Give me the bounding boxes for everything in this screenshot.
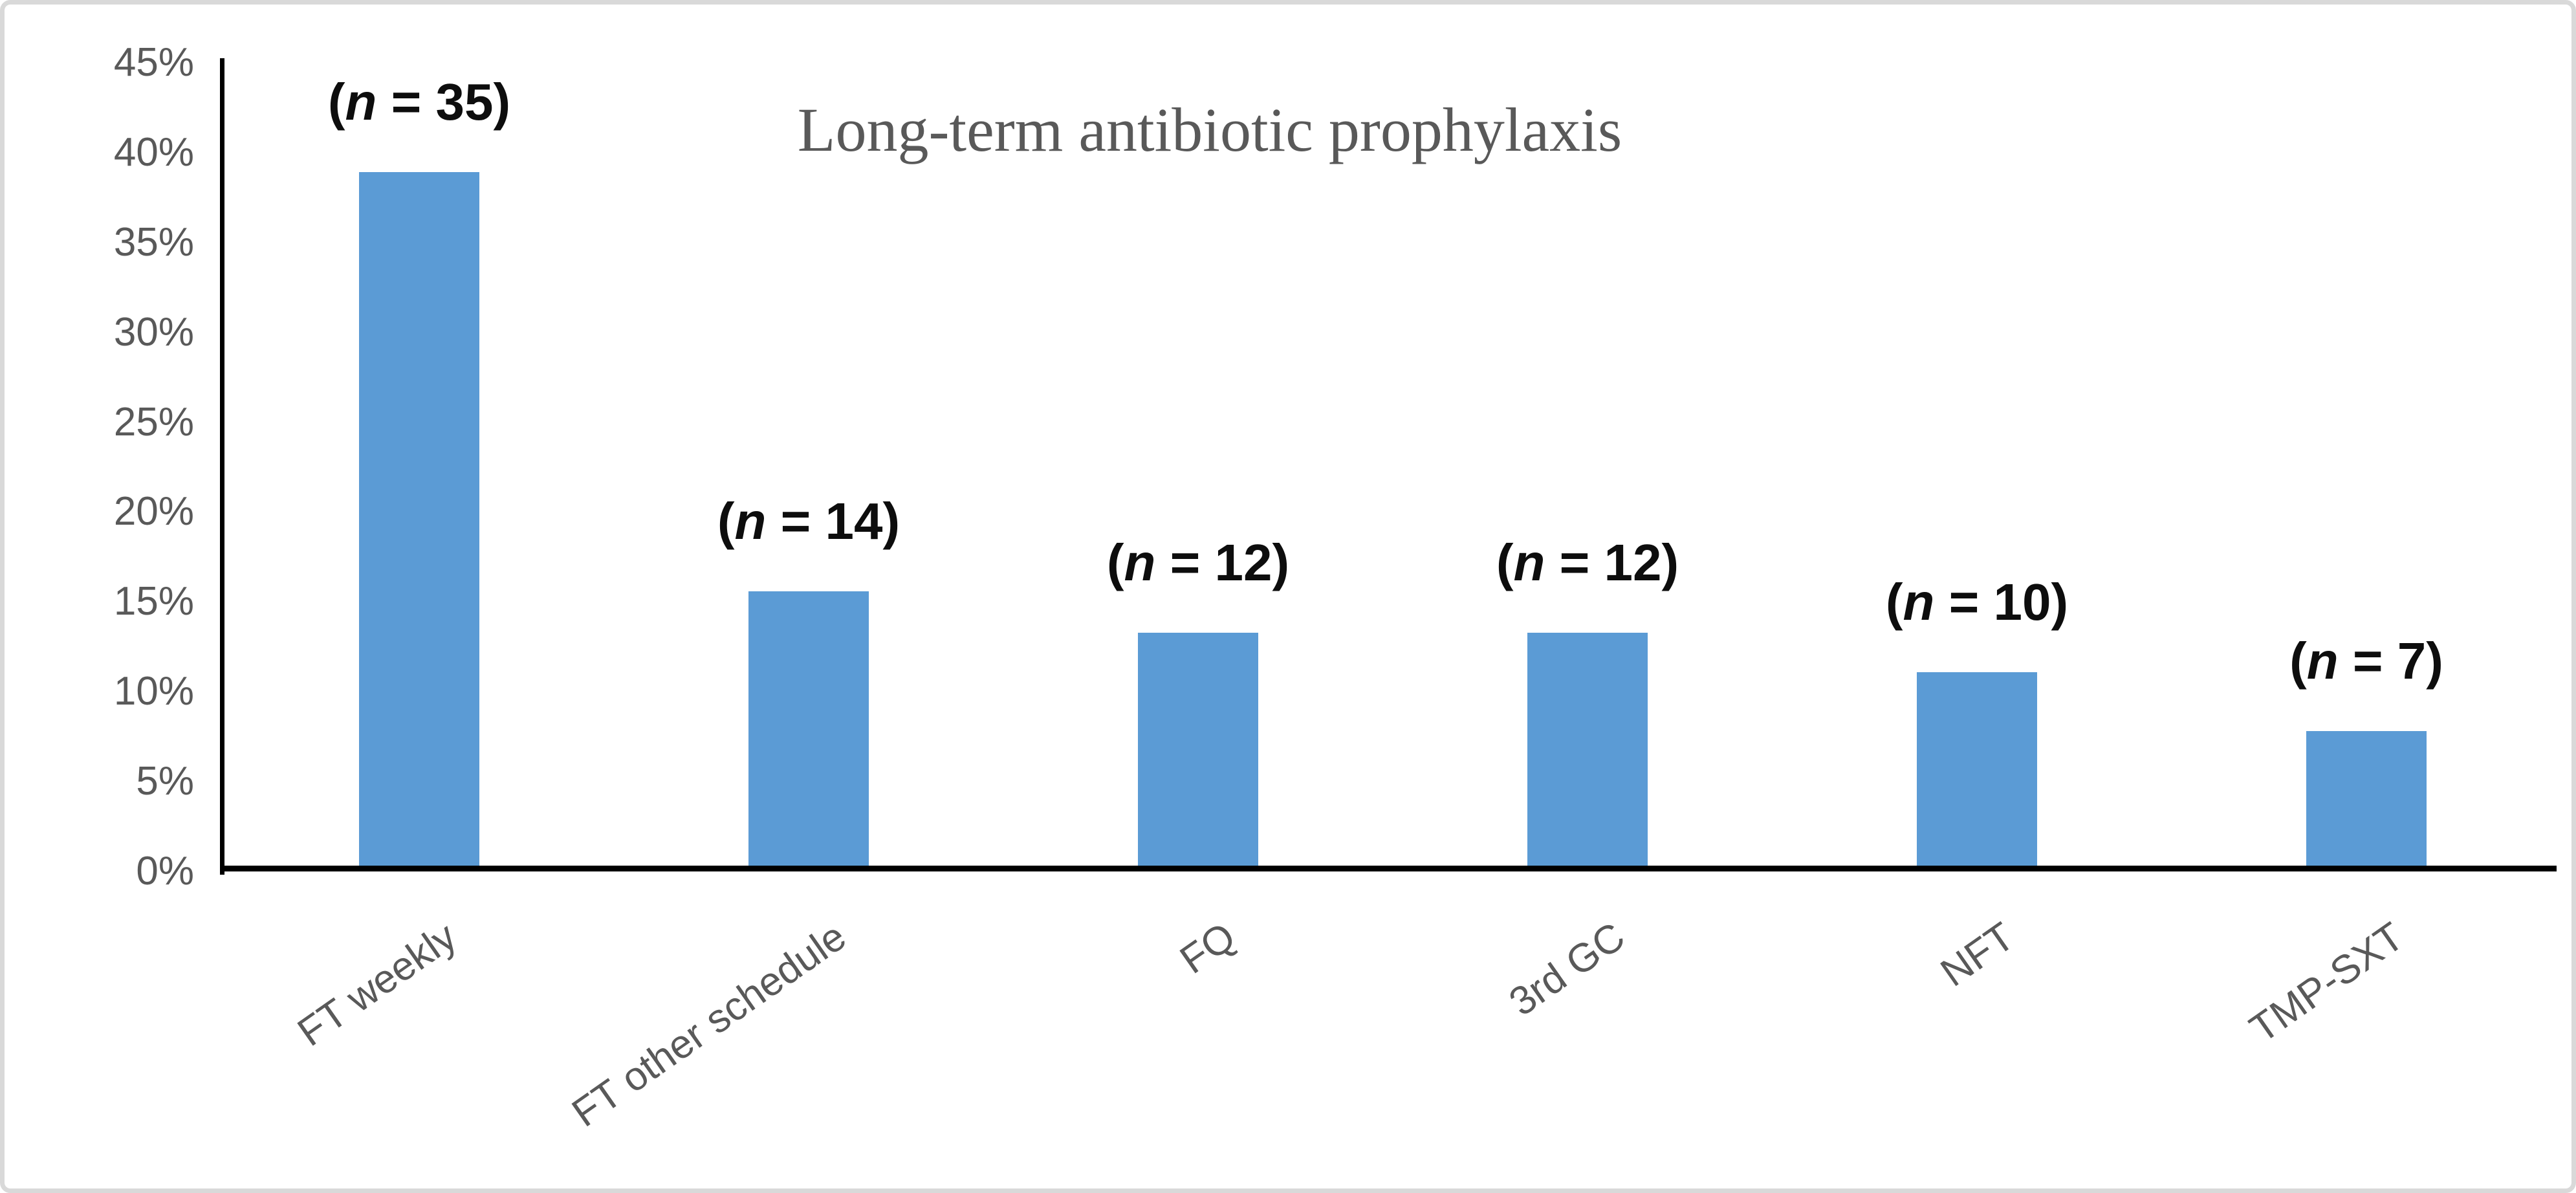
plot-area: Long-term antibiotic prophylaxis 45% 40% 3… <box>5 5 2571 1188</box>
annotation-variable: n <box>1124 533 1156 591</box>
annotation-post: = 7) <box>2338 632 2443 690</box>
annotation-post: = 12) <box>1155 533 1290 591</box>
annotation-post: = 35) <box>377 73 511 131</box>
bar <box>1917 672 2037 871</box>
annotation-variable: n <box>734 492 767 550</box>
y-tick-label: 30% <box>113 309 194 355</box>
annotation-pre: ( <box>1885 573 1903 631</box>
y-tick-label: 15% <box>113 579 194 624</box>
bar-annotation: (n = 35) <box>212 71 626 133</box>
bar <box>1138 632 1258 871</box>
annotation-post: = 14) <box>766 492 901 550</box>
bar-annotation: (n = 10) <box>1770 571 2184 633</box>
annotation-pre: ( <box>1106 533 1124 591</box>
x-category-label: FT weekly <box>290 914 465 1055</box>
bar <box>2306 731 2427 871</box>
annotation-post: = 10) <box>1934 573 2069 631</box>
x-axis-line <box>220 866 2557 871</box>
bar-annotation: (n = 12) <box>1381 532 1795 594</box>
bar-annotation: (n = 14) <box>602 490 1016 553</box>
y-tick-label: 10% <box>113 669 194 714</box>
annotation-variable: n <box>2306 632 2339 690</box>
x-category-label: TMP-SXT <box>2242 914 2412 1052</box>
x-category-label: 3rd GC <box>1501 914 1633 1025</box>
y-tick-label: 45% <box>113 40 194 85</box>
y-axis-line <box>220 58 224 875</box>
bar <box>359 172 479 871</box>
bar <box>1527 632 1648 871</box>
bar <box>748 591 869 871</box>
y-tick-label: 40% <box>113 129 194 175</box>
y-tick-label: 25% <box>113 399 194 444</box>
annotation-post: = 12) <box>1545 533 1679 591</box>
y-tick-label: 20% <box>113 489 194 534</box>
annotation-variable: n <box>345 73 377 131</box>
y-tick-label: 35% <box>113 219 194 265</box>
y-tick-label: 5% <box>136 759 194 804</box>
bar-annotation: (n = 7) <box>2159 630 2573 692</box>
annotation-pre: ( <box>1496 533 1514 591</box>
y-tick-label: 0% <box>136 849 194 893</box>
annotation-pre: ( <box>717 492 735 550</box>
annotation-variable: n <box>1903 573 1935 631</box>
bar-annotation: (n = 12) <box>991 532 1405 594</box>
x-category-label: FT other schedule <box>564 914 855 1136</box>
annotation-pre: ( <box>327 73 345 131</box>
annotation-variable: n <box>1513 533 1545 591</box>
x-category-label: NFT <box>1932 914 2023 996</box>
x-category-label: FQ <box>1172 914 1244 983</box>
annotation-pre: ( <box>2289 632 2307 690</box>
chart-title: Long-term antibiotic prophylaxis <box>797 95 1622 164</box>
